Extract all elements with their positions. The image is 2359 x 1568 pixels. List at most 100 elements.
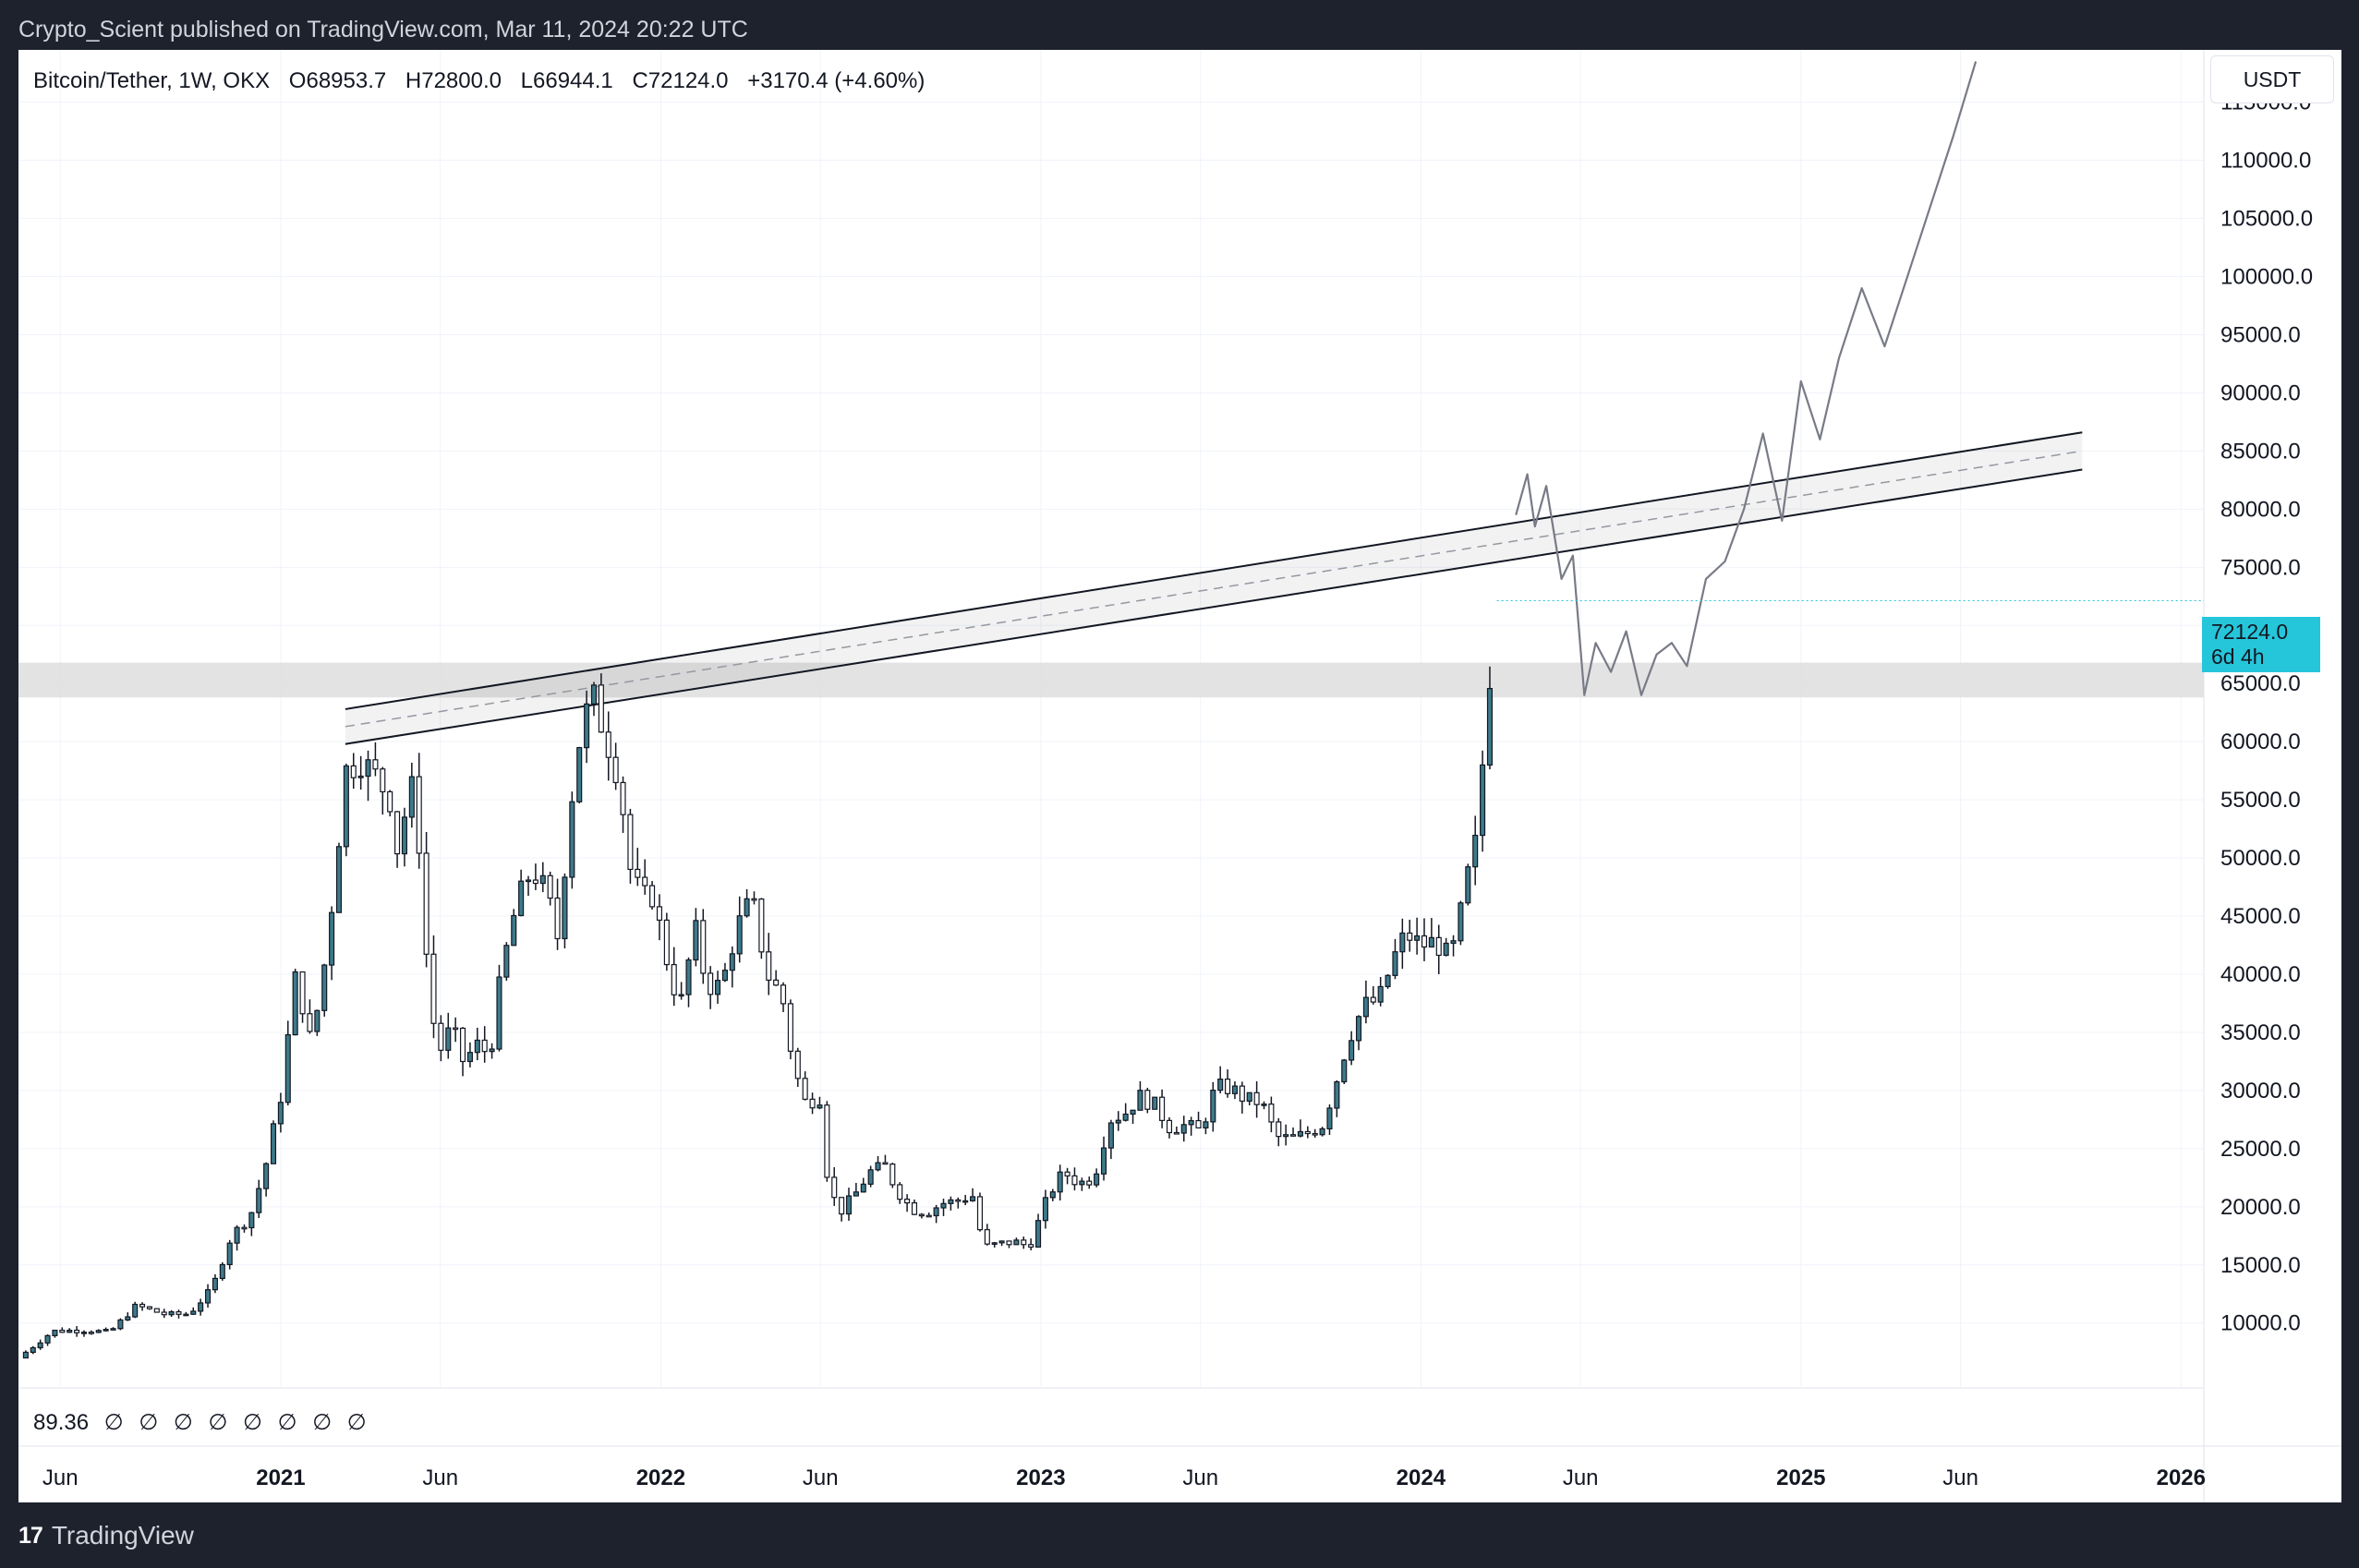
last-price-label: 72124.0 6d 4h: [2202, 617, 2320, 672]
indicator-symbol: ∅: [346, 1410, 367, 1435]
candle-up: [991, 1242, 998, 1245]
indicator-symbol: ∅: [243, 1410, 262, 1435]
candle-down: [1021, 1239, 1027, 1246]
candle-up: [569, 801, 575, 878]
indicator-readout: 89.36 ∅ ∅ ∅ ∅ ∅ ∅ ∅ ∅: [33, 1409, 367, 1436]
y-tick-label: 40000.0: [2220, 962, 2301, 987]
candle-up: [1107, 1122, 1114, 1149]
candle-down: [751, 898, 757, 901]
candle-up: [401, 816, 408, 855]
candle-up: [335, 846, 343, 913]
candle-down: [139, 1303, 146, 1308]
legend-low: L66944.1: [520, 68, 613, 93]
candle-up: [212, 1277, 218, 1291]
y-tick-label: 50000.0: [2220, 846, 2301, 871]
candle-down: [1253, 1092, 1260, 1105]
indicator-symbol: ∅: [173, 1410, 193, 1435]
candle-down: [1276, 1121, 1282, 1138]
candle-up: [329, 911, 335, 966]
candle-up: [1013, 1239, 1020, 1246]
indicator-symbol: ∅: [277, 1410, 297, 1435]
candle-down: [911, 1201, 918, 1215]
candle-down: [904, 1199, 911, 1204]
candle-down: [430, 953, 437, 1024]
candle-up: [44, 1334, 51, 1344]
candle-up: [970, 1196, 976, 1201]
candle-up: [234, 1226, 240, 1244]
footer: 17 TradingView: [18, 1517, 194, 1554]
candle-up: [22, 1351, 29, 1359]
candle-up: [1472, 834, 1479, 868]
candle-down: [649, 885, 656, 908]
candle-down: [1144, 1090, 1151, 1110]
candle-up: [321, 964, 328, 1011]
candle-down: [794, 1050, 801, 1080]
indicator-symbol: ∅: [208, 1410, 228, 1435]
indicator-value: 89.36: [33, 1410, 90, 1435]
candle-up: [721, 970, 728, 982]
candle-down: [882, 1162, 889, 1165]
candle-up: [590, 684, 598, 705]
chart-frame[interactable]: 10000.0 15000.0 20000.0 25000.0 30000.0 35000…: [18, 50, 2341, 1502]
y-tick-label: 85000.0: [2220, 439, 2301, 464]
channel-lower-line: [345, 468, 2083, 745]
x-tick-label: Jun: [803, 1465, 839, 1490]
candle-up: [445, 1027, 452, 1051]
y-tick-label: 90000.0: [2220, 380, 2301, 405]
candle-up: [1152, 1096, 1158, 1110]
candle-down: [1086, 1180, 1093, 1186]
candle-up: [853, 1191, 859, 1197]
candle-down: [766, 951, 772, 981]
candle-down: [976, 1196, 983, 1231]
candle-up: [562, 876, 568, 940]
candle-up: [1100, 1147, 1107, 1175]
brand-name[interactable]: TradingView: [51, 1521, 194, 1550]
candle-up: [489, 1048, 495, 1053]
price-chart[interactable]: 10000.0 15000.0 20000.0 25000.0 30000.0 35000…: [18, 50, 2341, 1502]
candle-down: [839, 1197, 845, 1215]
candle-up: [503, 945, 510, 978]
candle-up: [933, 1207, 939, 1217]
candle-down: [459, 1027, 466, 1063]
candle-down: [1289, 1134, 1297, 1137]
candle-up: [408, 776, 415, 818]
candle-down: [153, 1308, 160, 1313]
candle-down: [161, 1311, 167, 1316]
x-tick-label: 2024: [1397, 1465, 1446, 1490]
currency-button[interactable]: USDT: [2210, 55, 2334, 103]
candle-up: [110, 1328, 116, 1331]
y-tick-label: 35000.0: [2220, 1020, 2301, 1045]
candle-down: [423, 852, 429, 955]
candle-down: [671, 963, 677, 995]
legend-high: H72800.0: [405, 68, 502, 93]
candle-up: [998, 1240, 1005, 1244]
candle-up: [1231, 1085, 1239, 1094]
candle-up: [256, 1188, 262, 1213]
candle-down: [59, 1329, 66, 1333]
candle-up: [1465, 866, 1471, 904]
candle-up: [37, 1342, 43, 1349]
candle-down: [700, 920, 707, 974]
candle-down: [453, 1027, 459, 1031]
candle-up: [525, 879, 532, 883]
candle-down: [605, 731, 611, 758]
candle-down: [1071, 1175, 1078, 1186]
candle-up: [1414, 935, 1421, 941]
candle-up: [1443, 942, 1449, 957]
y-tick-label: 100000.0: [2220, 265, 2313, 290]
candle-down: [1028, 1244, 1034, 1248]
candle-up: [1115, 1119, 1121, 1124]
candle-down: [299, 971, 306, 1015]
candle-down: [554, 897, 561, 940]
candle-up: [226, 1242, 233, 1266]
candle-up: [466, 1052, 473, 1063]
candle-up: [867, 1169, 874, 1185]
indicator-symbol: ∅: [139, 1410, 159, 1435]
candle-up: [284, 1033, 291, 1104]
x-tick-label: 2021: [256, 1465, 305, 1490]
candle-up: [1450, 940, 1457, 945]
tradingview-logo-icon[interactable]: 17: [18, 1522, 43, 1549]
candle-up: [1297, 1130, 1303, 1137]
candle-up: [860, 1183, 866, 1193]
y-tick-label: 10000.0: [2220, 1311, 2301, 1336]
